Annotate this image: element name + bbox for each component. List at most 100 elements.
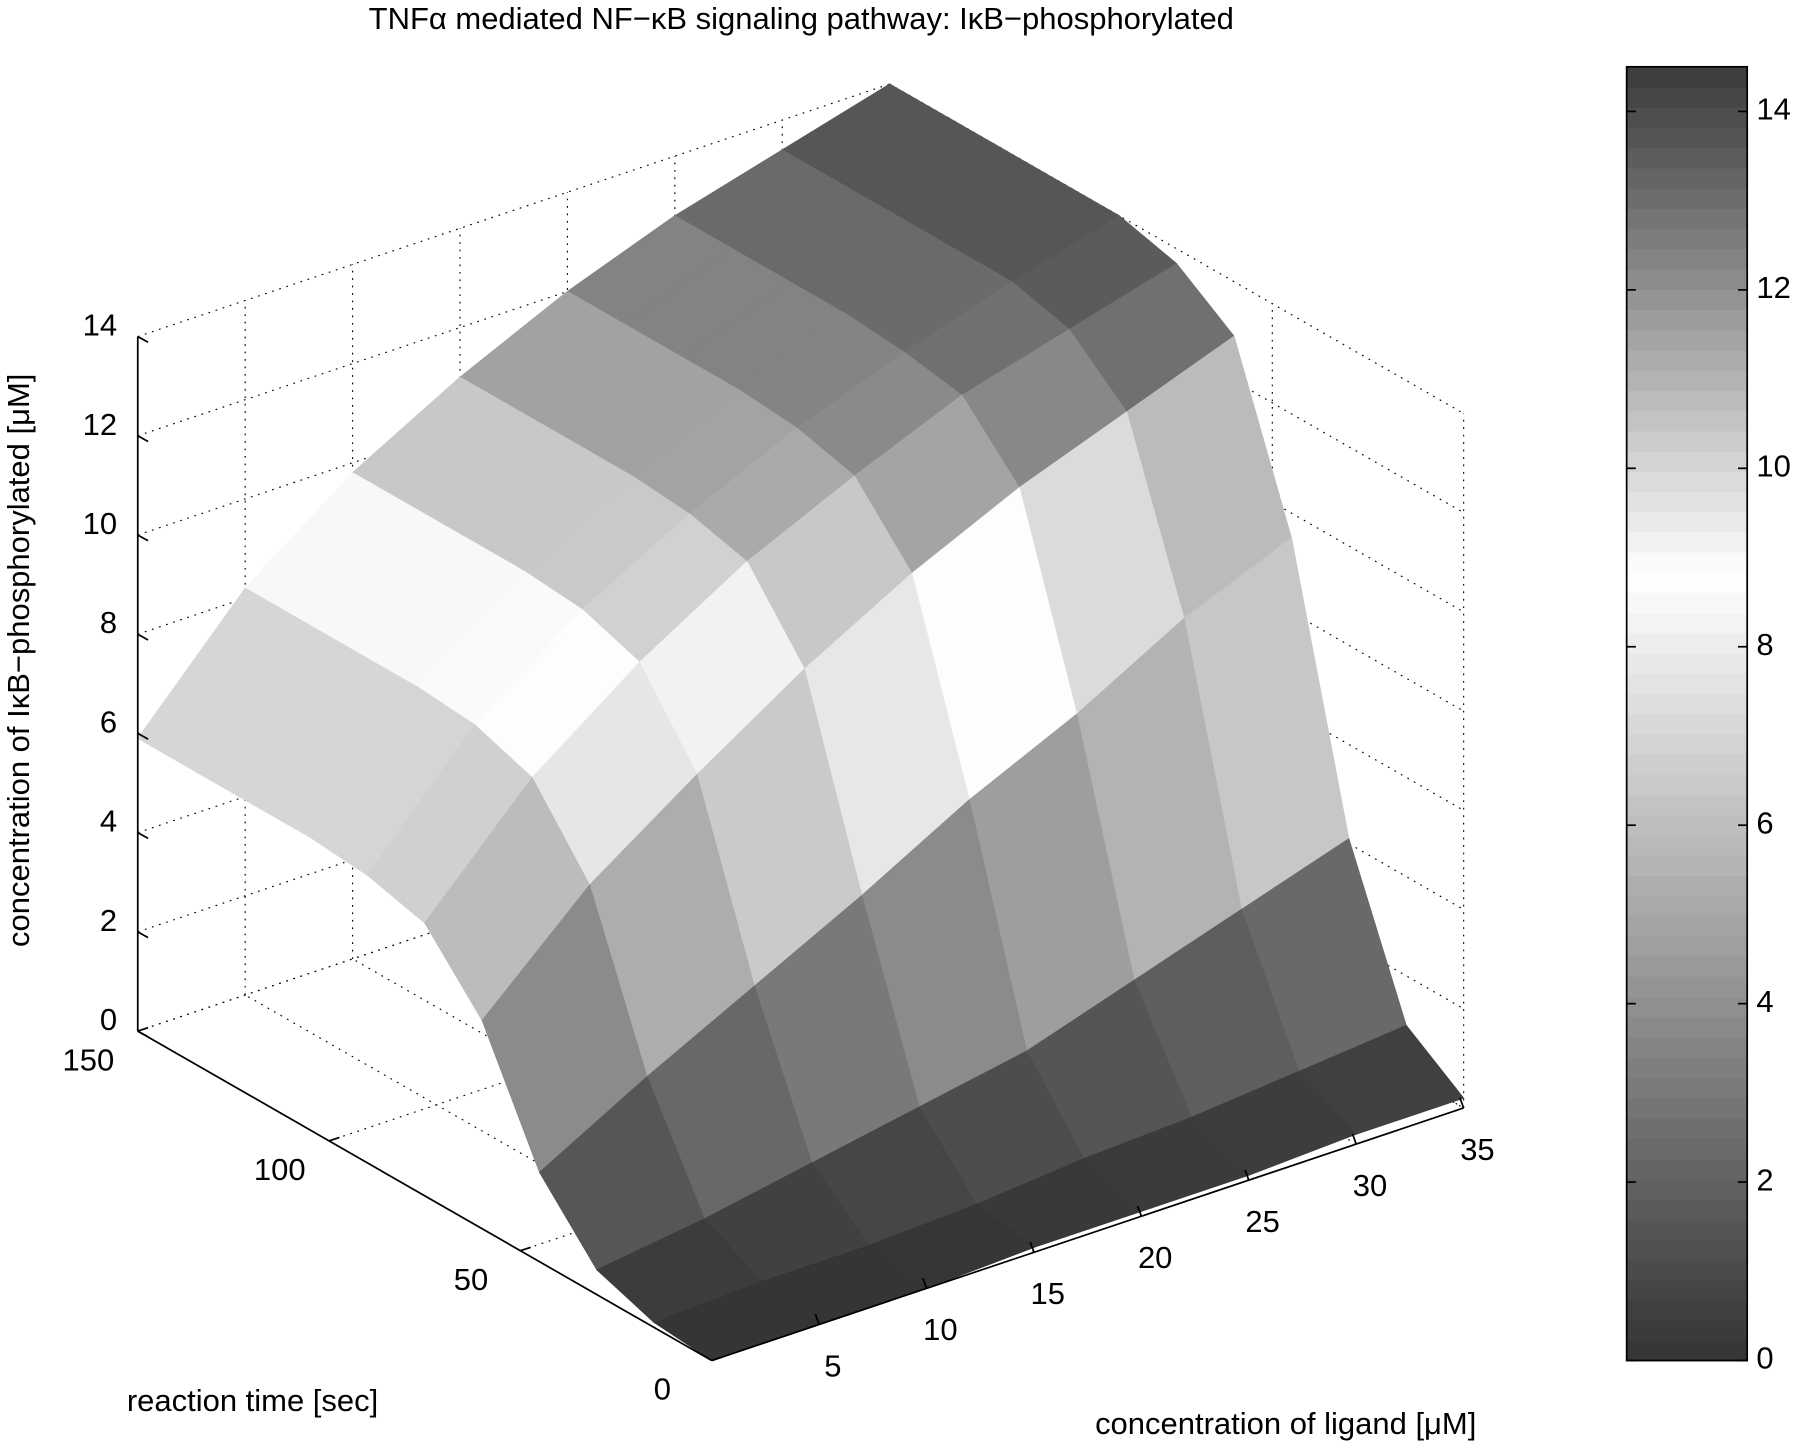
colorbar-swatch <box>1626 1320 1748 1342</box>
colorbar-swatch <box>1626 1158 1748 1180</box>
tick-mark <box>1029 1241 1035 1253</box>
colorbar-swatch <box>1626 329 1748 351</box>
y-tick-label: 100 <box>254 1152 306 1187</box>
tick-mark <box>137 435 149 443</box>
colorbar-swatch <box>1626 1057 1748 1079</box>
y-tick-label: 0 <box>654 1372 671 1407</box>
colorbar-swatch <box>1626 1138 1748 1160</box>
colorbar-swatch <box>1626 774 1748 796</box>
colorbar-swatch <box>1626 1077 1748 1099</box>
colorbar-swatch <box>1626 653 1748 674</box>
colorbar-swatch <box>1626 632 1748 654</box>
colorbar-swatch <box>1626 1016 1748 1038</box>
colorbar-swatch <box>1626 1198 1748 1220</box>
colorbar-swatch <box>1626 1219 1748 1240</box>
colorbar-tick-label: 6 <box>1756 805 1773 840</box>
tick-mark <box>1351 1133 1358 1145</box>
tick-mark <box>814 1313 820 1325</box>
colorbar-frame <box>1625 65 1749 1362</box>
colorbar-swatch <box>1626 309 1748 331</box>
colorbar-swatch <box>1626 370 1748 391</box>
colorbar-swatch <box>1626 1117 1748 1139</box>
colorbar-swatch <box>1626 673 1748 695</box>
colorbar-swatch <box>1626 268 1748 290</box>
colorbar-swatch <box>1626 390 1748 412</box>
colorbar-swatch <box>1626 855 1748 877</box>
tick-mark <box>137 732 149 740</box>
colorbar-swatch <box>1626 713 1748 735</box>
colorbar-swatch <box>1626 572 1748 594</box>
colorbar-swatch <box>1626 208 1748 230</box>
tick-mark <box>137 831 149 840</box>
colorbar-tick-label: 10 <box>1756 448 1790 483</box>
colorbar-swatch <box>1626 1279 1748 1301</box>
colorbar-tick-label: 12 <box>1756 270 1790 305</box>
colorbar-swatch <box>1626 612 1748 634</box>
colorbar-swatch <box>1626 551 1748 573</box>
tick-mark <box>137 1030 149 1038</box>
y-axis <box>137 1030 713 1362</box>
colorbar-swatch <box>1626 1239 1748 1261</box>
colorbar-swatch <box>1626 491 1748 513</box>
colorbar-swatch <box>1626 1178 1748 1200</box>
z-tick-label: 8 <box>100 605 117 640</box>
tick-mark <box>137 633 149 641</box>
tick-mark <box>921 1277 928 1289</box>
colorbar-swatch <box>1626 814 1748 836</box>
colorbar-swatch <box>1626 66 1748 88</box>
x-tick-label: 35 <box>1460 1132 1494 1167</box>
x-tick-label: 30 <box>1353 1168 1387 1203</box>
z-tick-label: 14 <box>83 308 117 343</box>
colorbar-swatch <box>1626 1097 1748 1119</box>
colorbar-tick-label: 2 <box>1756 1162 1773 1197</box>
tick-mark <box>137 931 149 939</box>
tick-mark <box>1136 1205 1143 1217</box>
x-tick-label: 10 <box>923 1312 957 1347</box>
colorbar-swatch <box>1626 956 1748 978</box>
colorbar-tick-label: 4 <box>1756 984 1773 1019</box>
colorbar-swatch <box>1626 1259 1748 1281</box>
tick-mark <box>520 1246 532 1252</box>
colorbar-swatch <box>1626 794 1748 816</box>
colorbar-swatch <box>1626 915 1748 937</box>
colorbar-tick-label: 14 <box>1756 92 1790 127</box>
y-axis-label: reaction time [sec] <box>127 1383 378 1418</box>
z-axis-label: concentration of IκB−phosphorylated [μM] <box>1 374 36 947</box>
colorbar: 0 2 4 6 8 10 12 14 <box>1625 65 1791 1376</box>
colorbar-swatch <box>1626 167 1748 189</box>
colorbar-swatch <box>1626 511 1748 533</box>
y-tick-label: 50 <box>454 1262 488 1297</box>
tick-mark <box>1244 1169 1250 1181</box>
tick-mark <box>137 534 149 542</box>
axes: 5 10 15 20 25 30 35 0 50 100 150 0 2 4 6 8 10 12 14 <box>63 308 1495 1407</box>
x-tick-label: 15 <box>1031 1276 1065 1311</box>
colorbar-swatch <box>1626 592 1748 614</box>
colorbar-swatch <box>1626 147 1748 169</box>
x-tick-label: 20 <box>1138 1240 1172 1275</box>
y-tick-label: 150 <box>63 1042 115 1077</box>
grid-line <box>137 182 890 437</box>
colorbar-swatch <box>1626 430 1748 452</box>
colorbar-swatch <box>1626 1037 1748 1059</box>
colorbar-swatch <box>1626 895 1748 917</box>
x-axis-label: concentration of ligand [μM] <box>1095 1406 1476 1441</box>
z-tick-label: 6 <box>100 704 117 739</box>
tick-mark <box>137 1026 149 1032</box>
colorbar-swatch <box>1626 996 1748 1018</box>
colorbar-swatch <box>1626 976 1748 998</box>
colorbar-swatch <box>1626 471 1748 492</box>
tick-mark <box>1459 1097 1465 1109</box>
chart-title: TNFα mediated NF−κB signaling pathway: I… <box>369 1 1234 36</box>
x-tick-label: 25 <box>1245 1204 1279 1239</box>
colorbar-swatch <box>1626 834 1748 856</box>
colorbar-swatch <box>1626 450 1748 472</box>
z-tick-label: 4 <box>100 804 117 839</box>
colorbar-swatch <box>1626 289 1748 311</box>
colorbar-swatch <box>1626 1299 1748 1321</box>
tick-mark <box>328 1136 340 1142</box>
colorbar-swatch <box>1626 248 1748 270</box>
colorbar-swatch <box>1626 188 1748 209</box>
colorbar-swatch <box>1626 754 1748 776</box>
x-axis <box>711 1107 1464 1362</box>
